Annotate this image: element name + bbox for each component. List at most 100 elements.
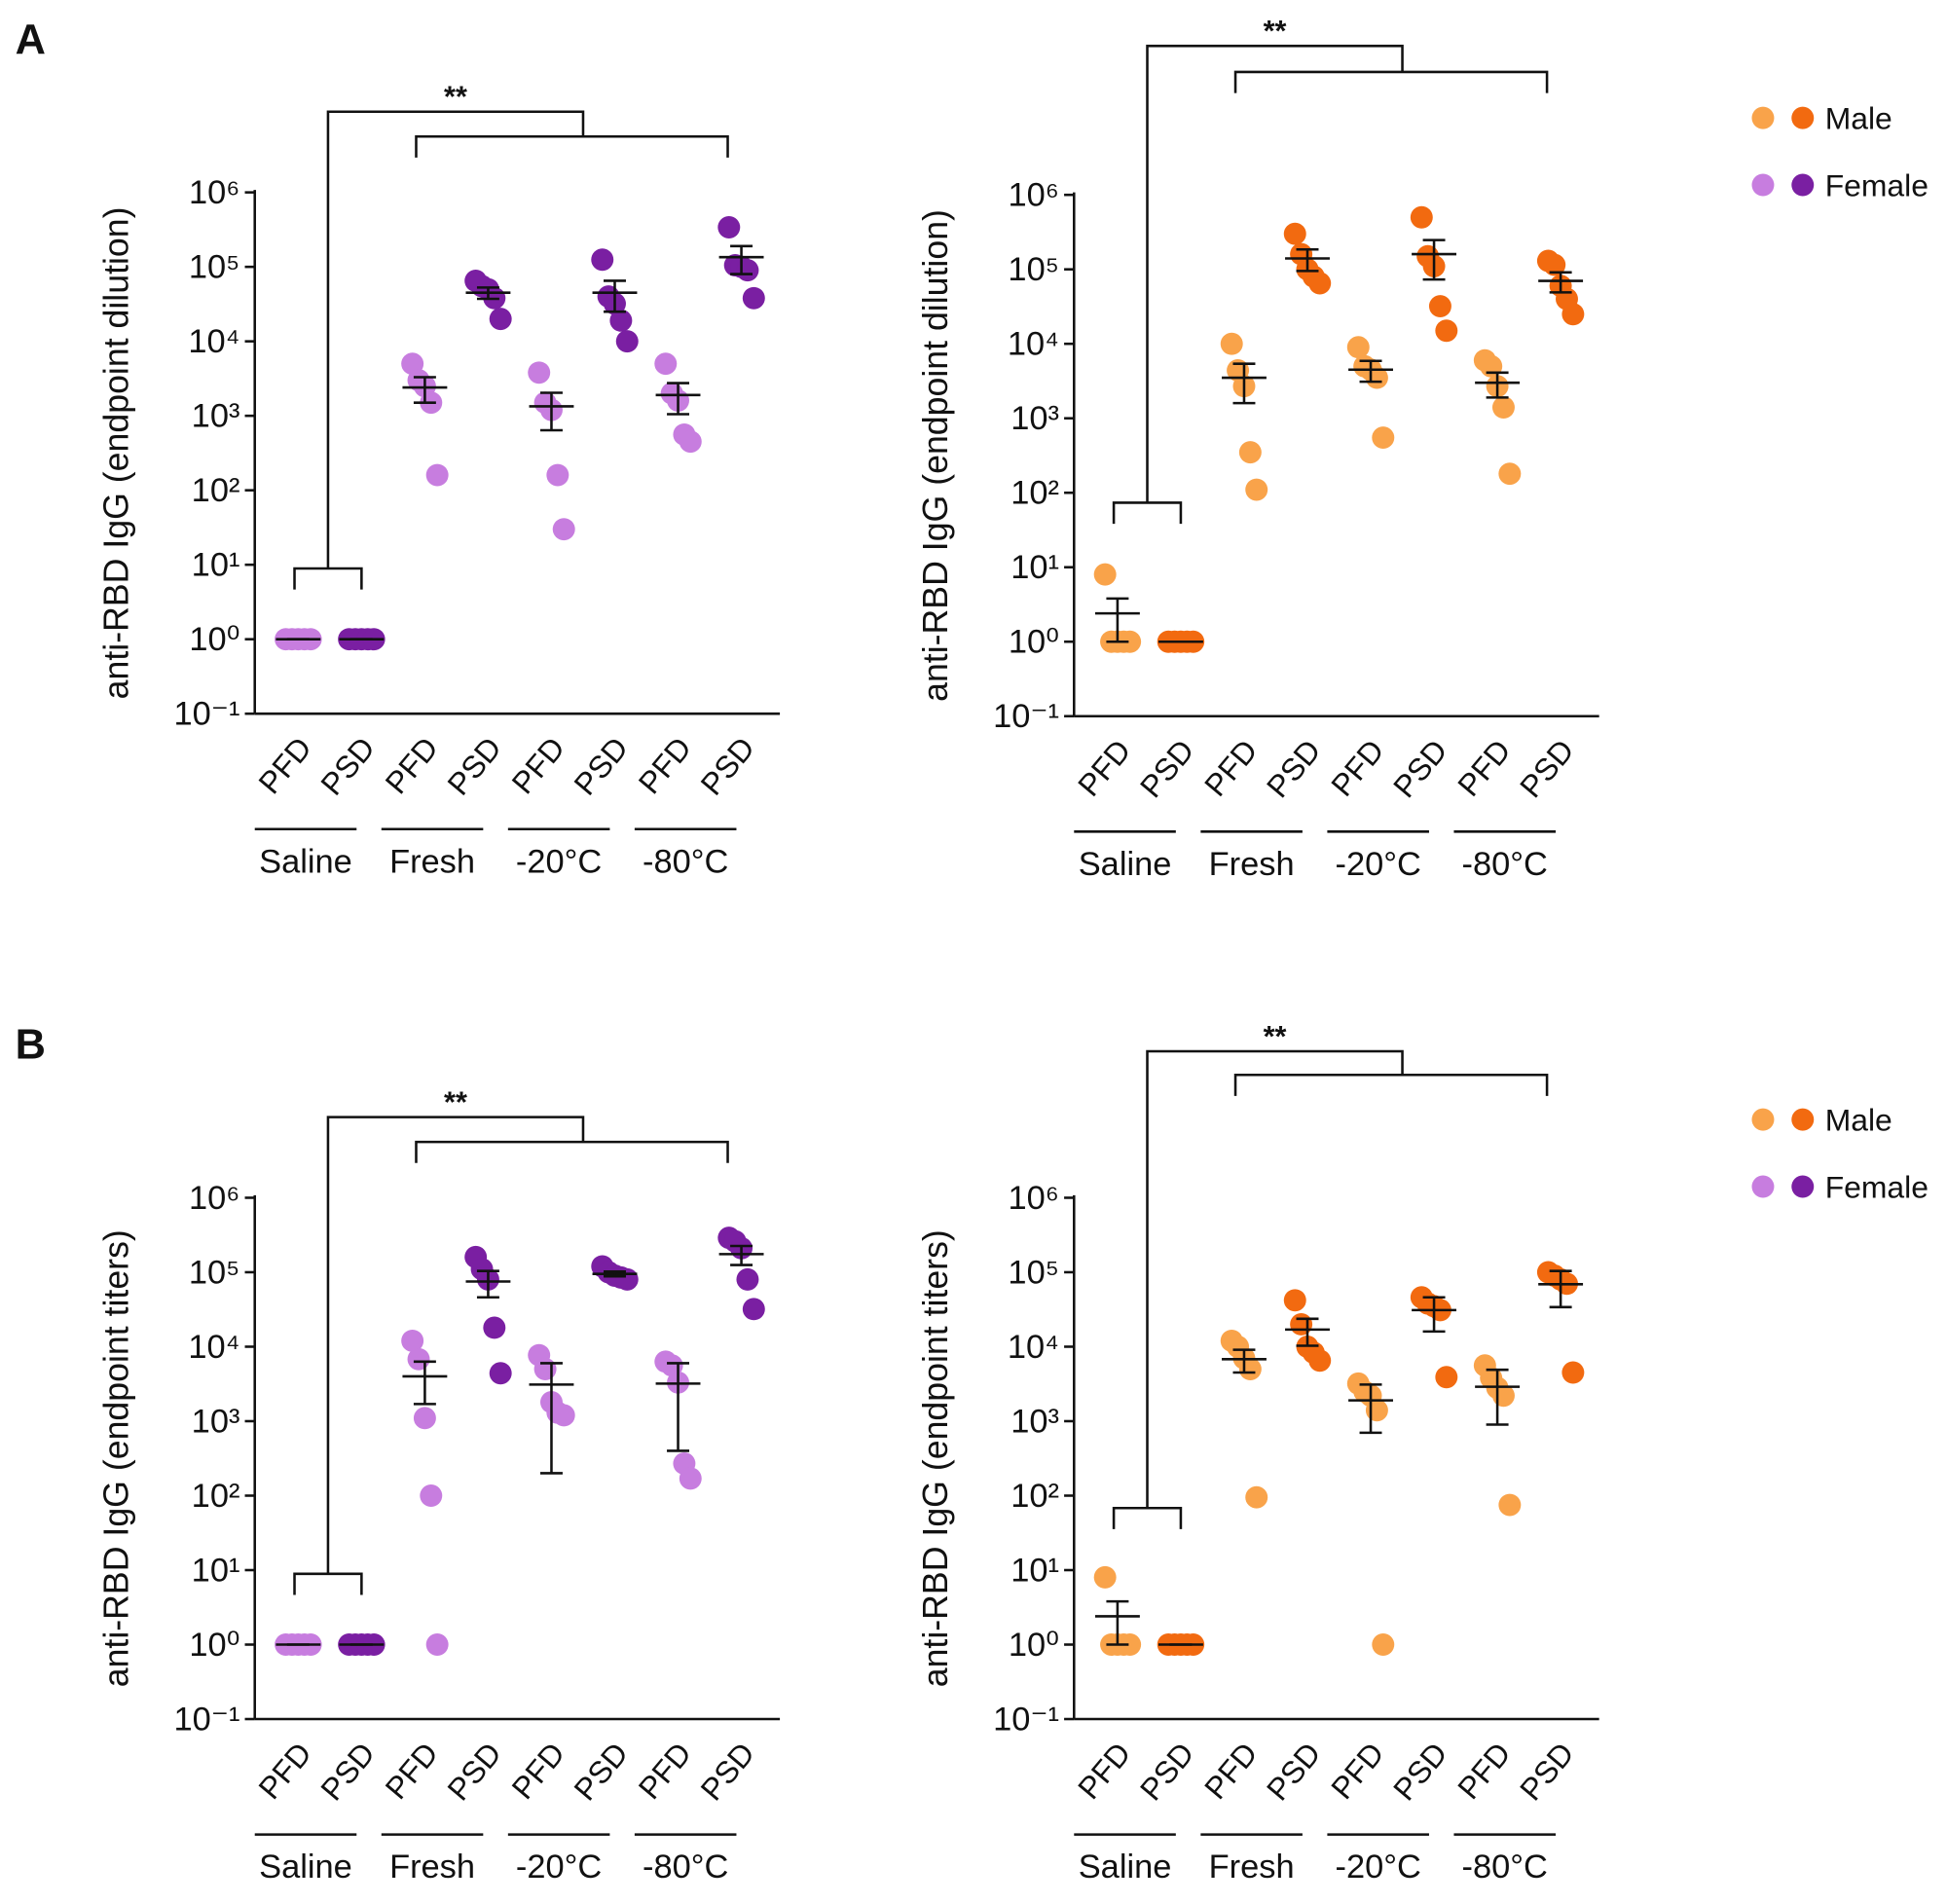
y-tick-label: 10⁴ bbox=[188, 1329, 239, 1366]
error-bar bbox=[539, 1362, 563, 1475]
data-point bbox=[1245, 478, 1268, 501]
x-tick-label: PFD bbox=[1071, 1736, 1138, 1806]
significance-label: ** bbox=[1264, 15, 1287, 48]
data-point bbox=[1365, 1399, 1388, 1422]
legend-label: Female bbox=[1825, 1169, 1929, 1204]
error-bar bbox=[1549, 271, 1572, 294]
error-bar bbox=[604, 279, 626, 313]
group-label: Fresh bbox=[389, 843, 475, 880]
data-point bbox=[1308, 1349, 1332, 1373]
y-tick-label: 10⁻¹ bbox=[993, 698, 1059, 735]
data-point bbox=[591, 248, 614, 272]
error-bar bbox=[1296, 1317, 1319, 1347]
y-tick-label: 10⁴ bbox=[188, 323, 239, 360]
group-label: -80°C bbox=[643, 843, 728, 880]
y-tick-label: 10² bbox=[1010, 475, 1059, 512]
data-point bbox=[1561, 1361, 1585, 1384]
error-bar bbox=[730, 1244, 753, 1266]
group-label: Saline bbox=[1079, 1849, 1172, 1886]
data-point bbox=[1561, 303, 1585, 326]
group-label: Saline bbox=[1079, 846, 1172, 883]
legend-swatch bbox=[1791, 1175, 1815, 1198]
data-point bbox=[1238, 1358, 1262, 1380]
error-bar bbox=[1106, 1599, 1129, 1646]
significance-bracket bbox=[1112, 1049, 1549, 1529]
error-bar bbox=[1359, 1383, 1382, 1435]
x-tick-label: PSD bbox=[440, 1736, 508, 1807]
error-bar bbox=[1486, 1368, 1509, 1426]
error-bar bbox=[667, 382, 690, 416]
group-label: Fresh bbox=[1209, 846, 1295, 883]
y-tick-label: 10¹ bbox=[1010, 1552, 1059, 1589]
error-bar bbox=[413, 1360, 436, 1406]
y-tick-label: 10⁻¹ bbox=[174, 696, 240, 733]
legend-swatch bbox=[1791, 106, 1815, 129]
data-point bbox=[489, 308, 512, 331]
data-point bbox=[413, 1407, 436, 1430]
group-label: -20°C bbox=[516, 843, 602, 880]
x-tick-label: PFD bbox=[1197, 1736, 1265, 1806]
data-point bbox=[679, 1467, 702, 1490]
significance-label: ** bbox=[444, 81, 467, 114]
panel-label: A bbox=[16, 17, 46, 63]
data-point bbox=[736, 259, 759, 282]
data-point bbox=[425, 463, 449, 487]
y-axis-label: anti-RBD IgG (endpoint titers) bbox=[97, 1229, 136, 1687]
data-point bbox=[425, 1633, 449, 1656]
group-label: Saline bbox=[259, 1849, 352, 1886]
x-tick-label: PSD bbox=[313, 1736, 382, 1807]
x-tick-label: PSD bbox=[567, 1736, 635, 1807]
x-tick-label: PFD bbox=[251, 1736, 318, 1806]
x-tick-label: PFD bbox=[1197, 733, 1265, 803]
error-bar bbox=[539, 391, 563, 432]
data-point bbox=[1428, 295, 1451, 318]
data-point bbox=[742, 286, 765, 310]
error-bar bbox=[667, 1362, 690, 1452]
data-point bbox=[609, 309, 633, 332]
y-tick-label: 10⁻¹ bbox=[174, 1701, 240, 1738]
data-point bbox=[420, 1484, 443, 1507]
y-tick-label: 10⁵ bbox=[189, 1254, 240, 1291]
group-label: -20°C bbox=[1336, 1849, 1421, 1886]
y-tick-label: 10¹ bbox=[1010, 549, 1059, 586]
x-tick-label: PSD bbox=[1513, 733, 1581, 804]
y-tick-label: 10⁵ bbox=[1008, 1254, 1059, 1291]
y-axis-label: anti-RBD IgG (endpoint titers) bbox=[916, 1229, 955, 1687]
data-point bbox=[1308, 272, 1332, 295]
y-tick-label: 10⁰ bbox=[1009, 624, 1059, 661]
significance-bracket bbox=[293, 110, 729, 590]
data-point bbox=[1283, 1289, 1306, 1312]
error-bar bbox=[1549, 1269, 1572, 1309]
group-label: Fresh bbox=[389, 1849, 475, 1886]
x-tick-label: PSD bbox=[1386, 1736, 1454, 1807]
y-tick-label: 10⁶ bbox=[1009, 177, 1059, 214]
data-point bbox=[552, 518, 575, 541]
legend-swatch bbox=[1751, 1175, 1775, 1198]
group-label: -80°C bbox=[643, 1849, 728, 1886]
y-tick-label: 10⁵ bbox=[1008, 251, 1059, 288]
y-tick-label: 10² bbox=[192, 1478, 240, 1515]
group-label: Saline bbox=[259, 843, 352, 880]
data-point bbox=[736, 1267, 759, 1291]
data-point bbox=[717, 216, 741, 238]
y-axis-label: anti-RBD IgG (endpoint dilution) bbox=[97, 206, 136, 699]
data-point bbox=[1372, 1633, 1395, 1656]
x-tick-label: PFD bbox=[632, 730, 699, 800]
y-tick-label: 10⁰ bbox=[189, 1627, 239, 1664]
data-point bbox=[615, 330, 639, 353]
x-tick-label: PFD bbox=[379, 1736, 446, 1806]
legend-label: Male bbox=[1825, 1103, 1892, 1138]
error-bar bbox=[604, 1270, 626, 1278]
y-tick-label: 10³ bbox=[1010, 1403, 1059, 1440]
data-point bbox=[401, 1329, 424, 1352]
x-tick-label: PSD bbox=[694, 730, 762, 801]
data-point bbox=[1290, 1312, 1313, 1336]
data-point bbox=[1435, 1366, 1458, 1389]
y-tick-label: 10² bbox=[192, 472, 240, 509]
x-tick-label: PFD bbox=[251, 730, 318, 800]
legend-swatch bbox=[1751, 1108, 1775, 1131]
data-point bbox=[1498, 462, 1522, 486]
data-point bbox=[1480, 354, 1503, 378]
